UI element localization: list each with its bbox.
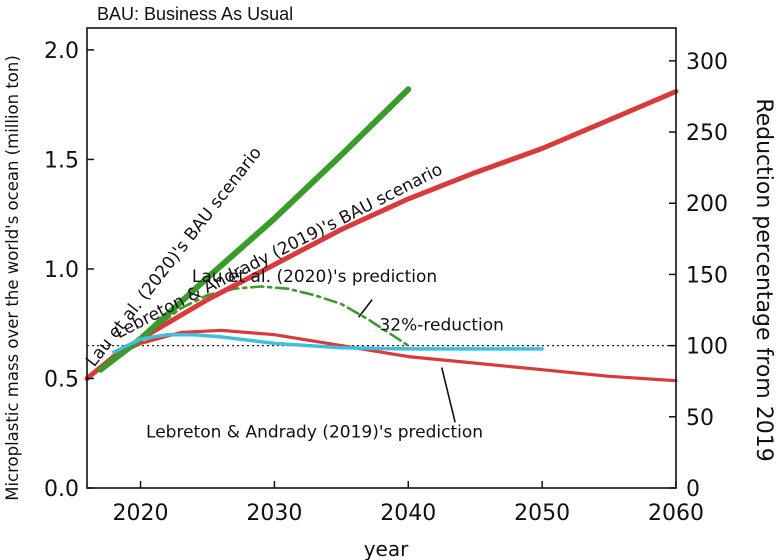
annotation-3: Lau et al. (2020)'s prediction	[192, 267, 437, 287]
y-tick-label-1: 0.5	[44, 367, 79, 392]
annotation-4: 32%-reduction	[379, 315, 503, 335]
series-line-5	[112, 332, 544, 354]
y2-tick-label-250: 250	[686, 121, 728, 146]
y2-axis-title: Reduction percentage from 2019	[751, 98, 776, 461]
annotation-5: Lebreton & Andrady (2019)'s prediction	[146, 423, 483, 443]
y2-tick-label-50: 50	[686, 406, 714, 431]
series-line-4	[85, 328, 678, 383]
y2-tick-label-0: 0	[686, 477, 700, 502]
y-tick-label-3: 1.5	[44, 148, 79, 173]
y2-tick-label-150: 150	[686, 263, 728, 288]
chart-note: BAU: Business As Usual	[97, 4, 293, 24]
y-axis-title: Microplastic mass over the world's ocean…	[3, 55, 22, 501]
series-line-3	[139, 285, 410, 347]
annotation-1: Lau et al. (2020)'s BAU scenario	[82, 143, 266, 371]
x-tick-label-2040: 2040	[380, 501, 436, 526]
y-tick-label-2: 1.0	[44, 258, 79, 283]
x-tick-label-2020: 2020	[113, 501, 169, 526]
plot-frame	[86, 27, 677, 489]
series-layer	[84, 86, 679, 383]
axes: 2020 2030 2040 2050 2060 0.0 0.5 1.0 1.5 2.0 0 50 10…	[44, 27, 728, 526]
x-axis-title: year	[364, 537, 409, 560]
annotation-pointer-1	[358, 299, 373, 318]
x-tick-label-2030: 2030	[246, 501, 302, 526]
x-tick-label-2050: 2050	[514, 501, 570, 526]
y-tick-label-0: 0.0	[44, 477, 79, 502]
y2-tick-label-200: 200	[686, 192, 728, 217]
y-tick-label-4: 2.0	[44, 39, 79, 64]
y2-tick-label-300: 300	[686, 50, 728, 75]
y2-tick-label-100: 100	[686, 335, 728, 360]
x-tick-label-2060: 2060	[648, 501, 704, 526]
annotation-pointer-2	[440, 367, 456, 423]
